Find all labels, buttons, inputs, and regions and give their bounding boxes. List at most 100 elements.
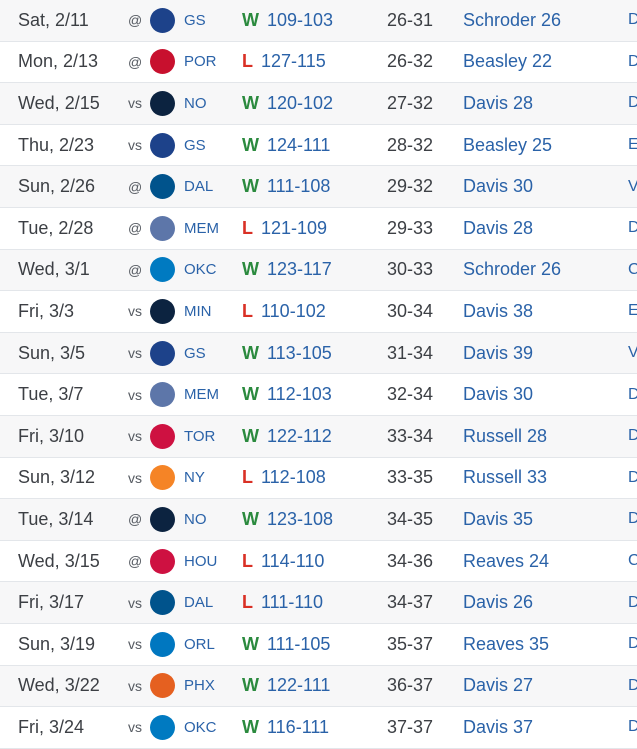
table-row[interactable]: Wed, 3/1 @ OKC W 123-117 30-33 Schroder 26 C xyxy=(0,249,637,292)
top-scorer-link[interactable]: Reaves 35 xyxy=(463,633,550,654)
table-row[interactable]: Wed, 3/22 vs PHX W 122-111 36-37 Davis 27 D xyxy=(0,665,637,708)
game-score-link[interactable]: 111-105 xyxy=(267,633,331,654)
game-result[interactable]: W 113-105 xyxy=(242,333,332,374)
game-score-link[interactable]: 123-108 xyxy=(267,508,334,529)
table-row[interactable]: Fri, 3/3 vs MIN L 110-102 30-34 Davis 38 E xyxy=(0,291,637,333)
opponent-link[interactable]: GS xyxy=(184,136,206,154)
opponent-link[interactable]: TOR xyxy=(184,427,216,445)
game-score-link[interactable]: 111-110 xyxy=(261,592,324,613)
top-scorer-link[interactable]: Davis 37 xyxy=(463,716,534,737)
game-score-link[interactable]: 113-105 xyxy=(267,342,332,363)
game-score-link[interactable]: 111-108 xyxy=(267,176,331,197)
game-result[interactable]: W 109-103 xyxy=(242,0,333,41)
top-scorer-link[interactable]: Davis 28 xyxy=(463,217,534,238)
table-row[interactable]: Wed, 3/15 @ HOU L 114-110 34-36 Reaves 24 C xyxy=(0,541,637,583)
table-row[interactable]: Fri, 3/24 vs OKC W 116-111 37-37 Davis 37 D xyxy=(0,707,637,749)
team-logo-icon[interactable] xyxy=(150,333,180,374)
team-logo-icon[interactable] xyxy=(150,291,180,332)
top-scorer-link[interactable]: Beasley 25 xyxy=(463,134,553,155)
table-row[interactable]: Sun, 3/5 vs GS W 113-105 31-34 Davis 39 V xyxy=(0,332,637,375)
top-scorer-link[interactable]: Davis 26 xyxy=(463,592,534,613)
truncated-next-column[interactable]: E xyxy=(628,136,637,154)
opponent-link[interactable]: MEM xyxy=(184,386,219,404)
table-row[interactable]: Thu, 2/23 vs GS W 124-111 28-32 Beasley 25 E xyxy=(0,125,637,167)
truncated-next-column[interactable]: D xyxy=(628,510,637,528)
team-logo-icon[interactable] xyxy=(150,499,180,540)
game-result[interactable]: W 124-111 xyxy=(242,125,330,166)
table-row[interactable]: Sun, 3/12 vs NY L 112-108 33-35 Russell 33 D xyxy=(0,458,637,500)
top-scorer-link[interactable]: Davis 30 xyxy=(463,384,534,405)
game-score-link[interactable]: 112-103 xyxy=(267,384,332,405)
game-result[interactable]: L 127-115 xyxy=(242,42,326,83)
truncated-next-column[interactable]: V xyxy=(628,344,637,362)
game-score-link[interactable]: 121-109 xyxy=(261,217,328,238)
table-row[interactable]: Sat, 2/11 @ GS W 109-103 26-31 Schroder 26 D xyxy=(0,0,637,42)
top-scorer-link[interactable]: Russell 28 xyxy=(463,425,548,446)
truncated-next-column[interactable]: D xyxy=(628,593,637,611)
opponent-link[interactable]: OKC xyxy=(184,718,217,736)
game-score-link[interactable]: 109-103 xyxy=(267,9,334,30)
game-result[interactable]: W 120-102 xyxy=(242,83,333,124)
top-scorer-link[interactable]: Schroder 26 xyxy=(463,9,562,30)
opponent-link[interactable]: MEM xyxy=(184,219,219,237)
table-row[interactable]: Fri, 3/17 vs DAL L 111-110 34-37 Davis 26 D xyxy=(0,582,637,624)
top-scorer-link[interactable]: Davis 30 xyxy=(463,176,534,197)
team-logo-icon[interactable] xyxy=(150,666,180,707)
team-logo-icon[interactable] xyxy=(150,0,180,41)
table-row[interactable]: Sun, 2/26 @ DAL W 111-108 29-32 Davis 30 V xyxy=(0,166,637,208)
game-score-link[interactable]: 122-112 xyxy=(267,425,332,446)
team-logo-icon[interactable] xyxy=(150,707,180,748)
top-scorer-link[interactable]: Reaves 24 xyxy=(463,550,550,571)
game-score-link[interactable]: 124-111 xyxy=(267,134,331,155)
game-score-link[interactable]: 122-111 xyxy=(267,675,331,696)
team-logo-icon[interactable] xyxy=(150,166,180,207)
truncated-next-column[interactable]: C xyxy=(628,260,637,278)
team-logo-icon[interactable] xyxy=(150,83,180,124)
opponent-link[interactable]: ORL xyxy=(184,635,215,653)
game-result[interactable]: W 123-117 xyxy=(242,250,332,291)
team-logo-icon[interactable] xyxy=(150,125,180,166)
table-row[interactable]: Tue, 2/28 @ MEM L 121-109 29-33 Davis 28 D xyxy=(0,208,637,250)
table-row[interactable]: Fri, 3/10 vs TOR W 122-112 33-34 Russell 28 D xyxy=(0,415,637,458)
opponent-link[interactable]: DAL xyxy=(184,178,214,196)
team-logo-icon[interactable] xyxy=(150,250,180,291)
opponent-link[interactable]: GS xyxy=(184,344,206,362)
game-score-link[interactable]: 112-108 xyxy=(261,467,326,488)
truncated-next-column[interactable]: D xyxy=(628,676,637,694)
top-scorer-link[interactable]: Davis 27 xyxy=(463,675,534,696)
top-scorer-link[interactable]: Schroder 26 xyxy=(463,259,562,280)
truncated-next-column[interactable]: D xyxy=(628,635,637,653)
truncated-next-column[interactable]: D xyxy=(628,52,637,70)
truncated-next-column[interactable]: C xyxy=(628,552,637,570)
truncated-next-column[interactable]: D xyxy=(628,718,637,736)
truncated-next-column[interactable]: D xyxy=(628,219,637,237)
top-scorer-link[interactable]: Davis 38 xyxy=(463,300,534,321)
game-score-link[interactable]: 120-102 xyxy=(267,92,334,113)
truncated-next-column[interactable]: D xyxy=(628,427,637,445)
game-result[interactable]: W 111-105 xyxy=(242,624,330,665)
game-result[interactable]: L 112-108 xyxy=(242,458,326,499)
table-row[interactable]: Mon, 2/13 @ POR L 127-115 26-32 Beasley 22 D xyxy=(0,42,637,84)
team-logo-icon[interactable] xyxy=(150,208,180,249)
top-scorer-link[interactable]: Davis 39 xyxy=(463,342,534,363)
opponent-link[interactable]: POR xyxy=(184,53,217,71)
opponent-link[interactable]: HOU xyxy=(184,552,218,570)
team-logo-icon[interactable] xyxy=(150,374,180,415)
table-row[interactable]: Tue, 3/7 vs MEM W 112-103 32-34 Davis 30 D xyxy=(0,374,637,416)
team-logo-icon[interactable] xyxy=(150,582,180,623)
game-result[interactable]: W 111-108 xyxy=(242,166,330,207)
opponent-link[interactable]: GS xyxy=(184,11,206,29)
opponent-link[interactable]: NO xyxy=(184,94,207,112)
game-score-link[interactable]: 110-102 xyxy=(261,300,326,321)
table-row[interactable]: Tue, 3/14 @ NO W 123-108 34-35 Davis 35 D xyxy=(0,499,637,541)
opponent-link[interactable]: MIN xyxy=(184,302,212,320)
team-logo-icon[interactable] xyxy=(150,458,180,499)
truncated-next-column[interactable]: D xyxy=(628,468,637,486)
game-score-link[interactable]: 116-111 xyxy=(267,716,330,737)
game-score-link[interactable]: 123-117 xyxy=(267,259,332,280)
game-result[interactable]: W 123-108 xyxy=(242,499,333,540)
opponent-link[interactable]: NO xyxy=(184,510,207,528)
table-row[interactable]: Sun, 3/19 vs ORL W 111-105 35-37 Reaves 35 D xyxy=(0,624,637,666)
top-scorer-link[interactable]: Russell 33 xyxy=(463,467,548,488)
truncated-next-column[interactable]: V xyxy=(628,177,637,195)
